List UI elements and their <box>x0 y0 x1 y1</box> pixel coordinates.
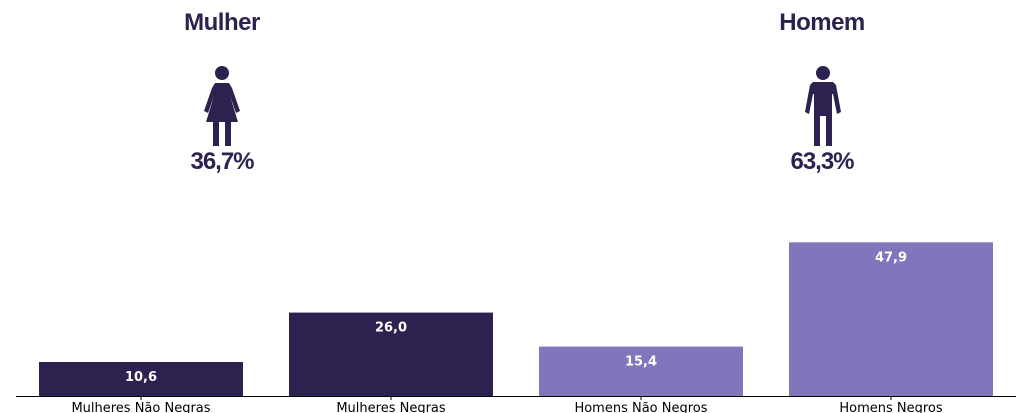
panel-title-mulher: Mulher <box>184 9 260 36</box>
bar <box>539 346 743 396</box>
bar-value-label: 15,4 <box>625 355 657 370</box>
panel-title-homem: Homem <box>779 9 865 36</box>
bar-value-label: 10,6 <box>125 370 157 385</box>
bar <box>289 312 493 396</box>
panel-percent-mulher: 36,7% <box>190 148 254 175</box>
female-person-icon <box>204 66 240 146</box>
bar <box>789 242 993 396</box>
x-tick-label: Homens Negros <box>839 401 943 413</box>
x-tick-label: Mulheres Negras <box>336 401 446 413</box>
bar <box>39 361 243 396</box>
bar-value-label: 26,0 <box>375 321 407 336</box>
bar-value-label: 47,9 <box>875 250 907 265</box>
x-tick-label: Mulheres Não Negras <box>71 401 210 413</box>
male-person-icon <box>805 66 841 146</box>
x-tick-label: Homens Não Negros <box>574 401 707 413</box>
panel-percent-homem: 63,3% <box>790 148 854 175</box>
